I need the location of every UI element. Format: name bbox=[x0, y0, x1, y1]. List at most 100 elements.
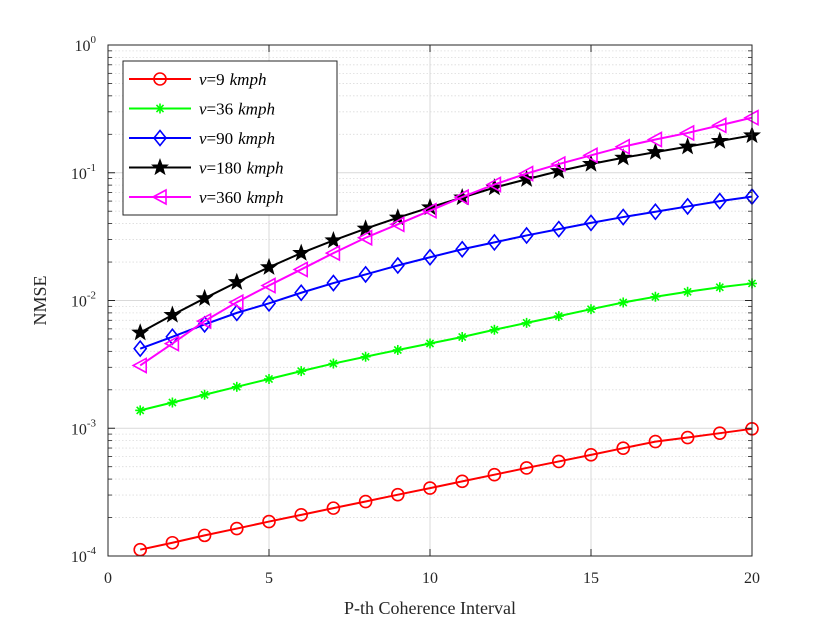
asterisk-stroke bbox=[297, 367, 306, 376]
data-point bbox=[455, 474, 470, 489]
data-point bbox=[260, 277, 276, 294]
legend-prefix: v bbox=[199, 129, 207, 148]
data-point bbox=[356, 229, 373, 247]
data-point bbox=[261, 294, 277, 313]
data-point bbox=[521, 317, 532, 328]
data-point bbox=[714, 282, 725, 293]
data-point bbox=[292, 243, 311, 261]
data-point bbox=[517, 165, 534, 182]
data-point bbox=[151, 188, 167, 206]
data-point bbox=[324, 244, 341, 262]
data-point bbox=[264, 373, 274, 384]
legend-item: v=36 kmph bbox=[129, 100, 275, 119]
data-point bbox=[421, 202, 437, 219]
legend-prefix: v bbox=[199, 159, 207, 178]
legend-number: 360 bbox=[216, 188, 242, 207]
asterisk-stroke bbox=[425, 339, 435, 348]
data-point bbox=[360, 351, 371, 362]
data-point bbox=[259, 257, 279, 275]
data-point bbox=[648, 202, 663, 221]
asterisk-stroke bbox=[168, 398, 177, 407]
y-tick-base: 10 bbox=[71, 549, 87, 566]
data-point bbox=[152, 129, 168, 147]
data-point bbox=[227, 272, 246, 290]
data-point bbox=[389, 215, 405, 233]
asterisk-stroke bbox=[361, 352, 370, 361]
x-tick-label: 20 bbox=[744, 570, 760, 587]
data-point bbox=[553, 311, 564, 322]
asterisk-stroke bbox=[393, 345, 402, 355]
asterisk-stroke bbox=[264, 374, 274, 384]
asterisk-stroke bbox=[522, 318, 531, 327]
data-point bbox=[167, 397, 178, 408]
data-point bbox=[648, 434, 663, 449]
data-point bbox=[292, 261, 309, 278]
data-point bbox=[133, 339, 148, 358]
y-tick-label: 10-3 bbox=[71, 417, 97, 438]
y-tick-base: 10 bbox=[71, 166, 87, 183]
legend-unit: kmph bbox=[247, 159, 284, 178]
series-9 bbox=[133, 422, 759, 557]
data-point bbox=[618, 297, 629, 308]
x-tick-label: 10 bbox=[422, 570, 438, 587]
legend-item: v=90 kmph bbox=[129, 129, 275, 148]
asterisk-stroke bbox=[155, 104, 165, 113]
x-axis-label: P-th Coherence Interval bbox=[344, 598, 516, 618]
data-point bbox=[326, 274, 341, 292]
y-tick-exponent: -1 bbox=[87, 162, 96, 174]
legend-number: 9 bbox=[216, 70, 225, 89]
data-point bbox=[485, 176, 502, 193]
data-point bbox=[328, 358, 339, 369]
y-tick-label: 10-4 bbox=[71, 545, 97, 566]
data-point bbox=[453, 188, 470, 206]
data-point bbox=[487, 467, 502, 482]
data-point bbox=[550, 155, 566, 173]
series-line bbox=[139, 282, 753, 412]
series-360 bbox=[131, 109, 759, 374]
legend-equals: = bbox=[207, 159, 217, 178]
data-point bbox=[199, 389, 210, 400]
asterisk-stroke bbox=[683, 287, 692, 296]
legend-prefix: v bbox=[199, 100, 207, 119]
data-point bbox=[551, 454, 566, 469]
legend-equals: = bbox=[207, 70, 217, 89]
data-point bbox=[153, 72, 167, 86]
data-point bbox=[457, 331, 468, 342]
legend-label: v=90 kmph bbox=[199, 129, 275, 148]
y-tick-base: 10 bbox=[71, 294, 87, 311]
legend-label: v=36 kmph bbox=[199, 100, 275, 119]
data-point bbox=[228, 293, 244, 311]
data-point bbox=[614, 148, 633, 166]
legend-equals: = bbox=[207, 129, 217, 148]
data-point bbox=[425, 338, 435, 349]
legend-item: v=360 kmph bbox=[129, 188, 283, 207]
data-point bbox=[614, 138, 631, 156]
asterisk-stroke bbox=[586, 305, 596, 314]
legend-number: 36 bbox=[216, 100, 233, 119]
data-point bbox=[390, 487, 405, 502]
data-point bbox=[487, 233, 502, 252]
data-point bbox=[262, 514, 276, 529]
data-point bbox=[519, 461, 534, 475]
data-point bbox=[650, 291, 661, 302]
legend-unit: kmph bbox=[230, 70, 267, 89]
data-point bbox=[616, 441, 631, 455]
asterisk-stroke bbox=[651, 292, 660, 301]
legend-unit: kmph bbox=[247, 188, 284, 207]
legend-equals: = bbox=[207, 188, 217, 207]
data-point bbox=[294, 283, 309, 302]
legend-prefix: v bbox=[199, 188, 207, 207]
data-point bbox=[390, 256, 405, 275]
data-point bbox=[324, 231, 343, 249]
y-tick-base: 10 bbox=[71, 421, 87, 438]
y-tick-exponent: -2 bbox=[87, 290, 96, 302]
data-point bbox=[294, 508, 309, 522]
asterisk-stroke bbox=[458, 332, 467, 342]
data-point bbox=[584, 448, 598, 462]
data-point bbox=[163, 335, 180, 352]
data-point bbox=[229, 304, 244, 322]
data-point bbox=[358, 494, 373, 509]
data-point bbox=[392, 344, 403, 355]
data-point bbox=[155, 103, 165, 114]
